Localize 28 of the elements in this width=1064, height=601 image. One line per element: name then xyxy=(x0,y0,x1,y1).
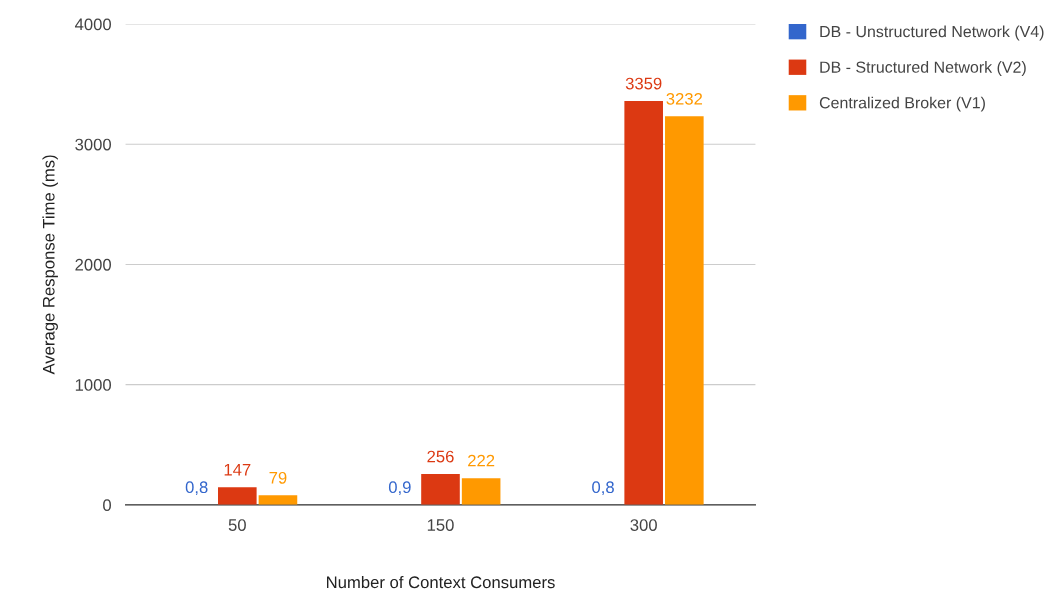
data-label: 0,8 xyxy=(592,481,614,496)
data-label: 0,8 xyxy=(185,481,208,496)
x-tick-label: 300 xyxy=(630,519,657,531)
y-tick-label: 0 xyxy=(103,499,112,512)
legend-label: Centralized Broker (V1) xyxy=(819,96,985,112)
y-axis-title: Average Response Time (ms) xyxy=(42,155,58,375)
x-axis-title: Number of Context Consumers xyxy=(327,575,555,589)
data-label: 147 xyxy=(224,463,251,476)
y-tick-label: 2000 xyxy=(75,258,112,271)
bar xyxy=(218,487,257,505)
legend-label: DB - Unstructured Network (V4) xyxy=(820,25,1044,41)
data-label: 3232 xyxy=(666,92,703,105)
data-label: 256 xyxy=(427,450,454,463)
x-tick-label: 150 xyxy=(427,519,454,531)
y-tick-label: 4000 xyxy=(74,18,112,31)
data-label: 79 xyxy=(269,471,287,484)
bar xyxy=(624,101,663,505)
data-label: 0,9 xyxy=(388,481,411,496)
data-label: 222 xyxy=(468,454,495,467)
legend-label: DB - Structured Network (V2) xyxy=(820,61,1026,76)
bar xyxy=(665,116,704,505)
bar xyxy=(258,495,298,505)
x-tick-label: 50 xyxy=(228,519,246,531)
data-label: 3359 xyxy=(625,77,662,90)
y-tick-label: 1000 xyxy=(75,379,112,391)
bar xyxy=(461,478,501,505)
y-tick-label: 3000 xyxy=(75,138,112,151)
bar xyxy=(421,474,460,505)
